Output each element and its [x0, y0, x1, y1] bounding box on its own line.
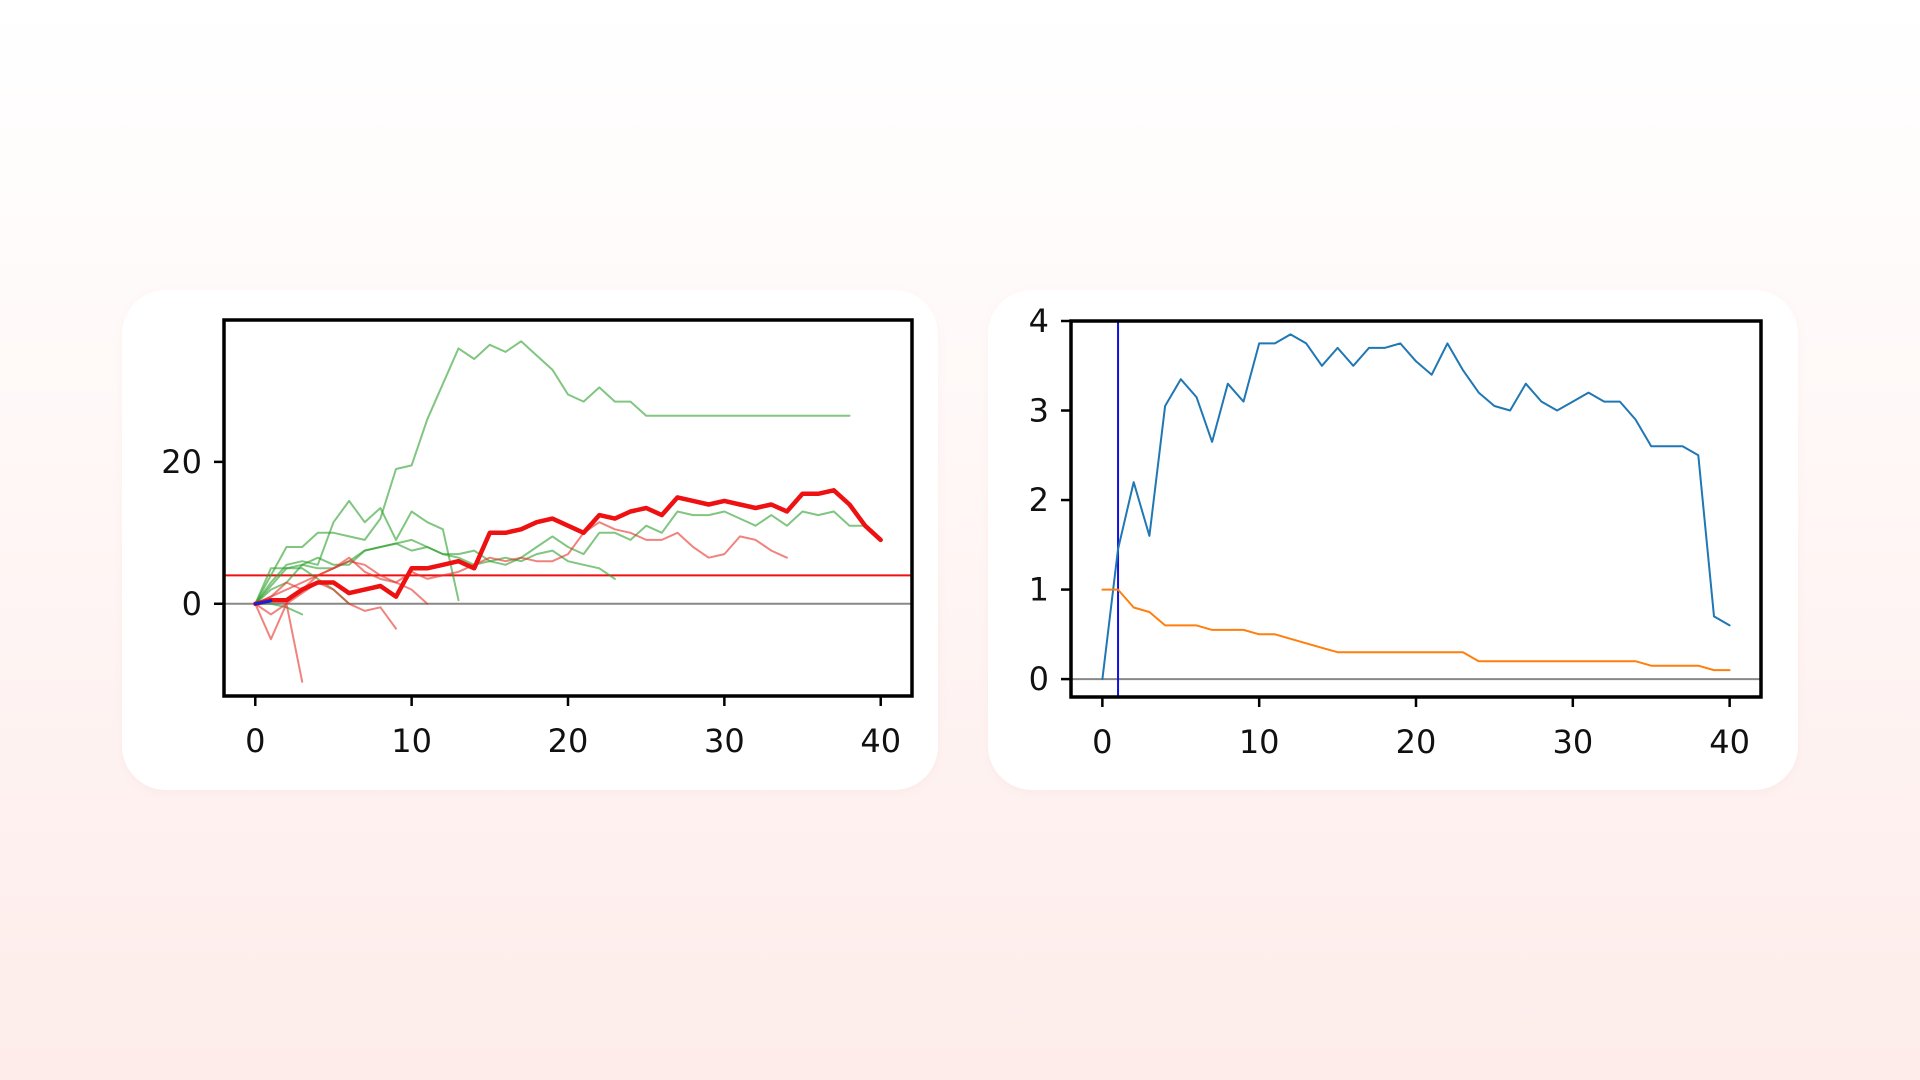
series-line-7 [254, 581, 397, 630]
plot-area [224, 340, 912, 683]
plot-area [1071, 321, 1761, 697]
x-tick-label: 10 [1239, 723, 1280, 761]
series-line-3 [254, 538, 616, 605]
axes-frame [1069, 319, 1763, 699]
y-tick-label: 1 [1029, 571, 1049, 609]
chart-card-right: 0 10 20 30 40 0 1 2 3 4 [988, 290, 1798, 790]
x-tick-label: 10 [391, 722, 432, 760]
series-line-10 [253, 488, 883, 607]
series-line-0 [1101, 333, 1731, 681]
series-line-11 [253, 599, 273, 606]
x-tick-label: 30 [704, 722, 745, 760]
y-tick-label: 0 [1029, 660, 1049, 698]
series-line-9 [254, 560, 429, 605]
axes-frame [222, 318, 914, 698]
y-tick-label: 3 [1029, 392, 1049, 430]
series-line-2 [254, 499, 460, 605]
y-tick-label: 0 [182, 585, 202, 623]
y-tick-label: 2 [1029, 481, 1049, 519]
chart-card-left: 0 10 20 30 40 0 20 [122, 290, 938, 790]
series-line-0 [254, 340, 851, 605]
series-line-8 [254, 602, 304, 683]
chart-right: 0 10 20 30 40 0 1 2 3 4 [1029, 302, 1763, 761]
x-tick-label: 0 [1092, 723, 1112, 761]
series-line-6 [254, 521, 788, 605]
x-tick-label: 20 [548, 722, 589, 760]
y-tick-label: 20 [161, 443, 202, 481]
x-tick-label: 40 [1709, 723, 1750, 761]
series-line-1 [1101, 588, 1731, 672]
x-tick-label: 0 [245, 722, 265, 760]
x-tick-label: 20 [1396, 723, 1437, 761]
x-tick-label: 30 [1552, 723, 1593, 761]
y-tick-label: 4 [1029, 302, 1049, 340]
series-line-1 [254, 510, 867, 605]
x-tick-label: 40 [860, 722, 901, 760]
chart-left: 0 10 20 30 40 0 20 [161, 318, 914, 760]
